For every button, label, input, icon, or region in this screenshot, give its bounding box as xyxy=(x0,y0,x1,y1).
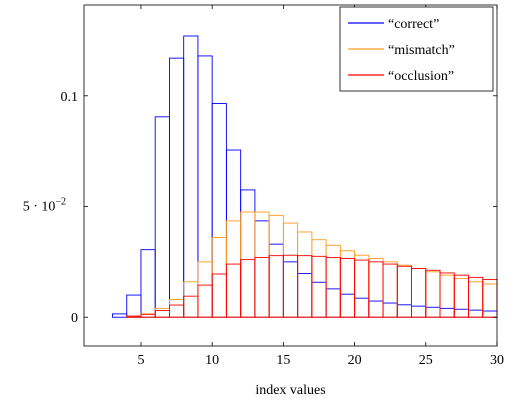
x-tick-label: 25 xyxy=(419,353,433,368)
bar xyxy=(382,263,398,318)
bar xyxy=(154,307,170,318)
bar xyxy=(411,305,427,318)
bar xyxy=(168,299,185,318)
bar xyxy=(468,281,484,318)
bar xyxy=(339,250,356,318)
bar xyxy=(240,259,256,318)
bar xyxy=(396,264,413,318)
bar xyxy=(368,300,384,318)
y-tick-label: 5 · 10−2 xyxy=(23,197,66,215)
bar xyxy=(183,281,199,318)
bar xyxy=(197,284,213,318)
bar xyxy=(468,276,484,318)
bar xyxy=(311,281,327,318)
x-tick-label: 30 xyxy=(490,353,504,368)
bar xyxy=(268,255,284,318)
plot-frame xyxy=(83,4,498,347)
legend-label: “mismatch” xyxy=(388,43,455,58)
legend-label: “occlusion” xyxy=(388,69,454,84)
bar xyxy=(112,313,128,318)
bar xyxy=(211,237,227,318)
bar xyxy=(339,258,356,318)
bar xyxy=(311,239,327,318)
bar xyxy=(211,103,227,318)
bar xyxy=(297,231,313,318)
x-tick-label: 15 xyxy=(276,353,290,368)
legend-label: “correct” xyxy=(388,17,439,32)
bar xyxy=(126,315,142,318)
bar xyxy=(154,310,170,318)
bar xyxy=(126,294,142,318)
bar xyxy=(140,249,156,318)
bar xyxy=(168,57,185,318)
bar xyxy=(396,265,413,318)
bar xyxy=(482,283,498,318)
series-layer xyxy=(112,35,498,318)
bar xyxy=(453,308,469,318)
bar xyxy=(197,261,213,318)
bar xyxy=(297,255,313,318)
bar xyxy=(482,310,498,318)
bar xyxy=(453,278,469,318)
bar xyxy=(468,309,484,318)
bar xyxy=(482,279,498,318)
bar xyxy=(439,307,455,318)
bar xyxy=(240,189,256,318)
bar xyxy=(254,211,270,318)
bar xyxy=(411,268,427,318)
axis-ticks: 5 10 15 20 25 30 0 5 · 10−2 0.1 xyxy=(23,5,504,368)
bar xyxy=(382,302,398,318)
x-tick-label: 5 xyxy=(137,353,144,368)
bar xyxy=(197,55,213,318)
bar xyxy=(183,295,199,318)
bar xyxy=(211,273,227,318)
bar xyxy=(382,261,398,318)
x-tick-label: 10 xyxy=(205,353,219,368)
bar xyxy=(439,274,455,318)
x-tick-label: 20 xyxy=(348,353,362,368)
bar xyxy=(254,220,270,318)
bar xyxy=(439,272,455,318)
bar xyxy=(140,313,156,318)
bar xyxy=(225,149,242,318)
bar xyxy=(425,271,441,318)
legend: “correct” “mismatch” “occlusion” xyxy=(339,6,494,92)
bar xyxy=(282,261,299,318)
y-tick-label: 0 xyxy=(71,311,78,326)
bar xyxy=(425,269,441,318)
bar xyxy=(339,293,356,318)
bar xyxy=(311,255,327,318)
bar xyxy=(368,258,384,318)
x-axis-label: index values xyxy=(255,383,325,398)
bar xyxy=(368,261,384,318)
bar xyxy=(268,243,284,318)
bar xyxy=(168,304,185,318)
bar xyxy=(396,304,413,318)
bar xyxy=(268,214,284,318)
bar xyxy=(354,297,370,318)
bar xyxy=(297,273,313,318)
y-tick-label: 0.1 xyxy=(61,90,79,105)
bar xyxy=(225,220,242,318)
bar xyxy=(282,254,299,318)
bar xyxy=(453,274,469,318)
bar xyxy=(325,244,341,318)
bar xyxy=(183,35,199,318)
bar xyxy=(325,256,341,318)
bar xyxy=(282,222,299,318)
bar xyxy=(240,211,256,318)
y-tick-exponent: −2 xyxy=(55,197,66,208)
bar xyxy=(254,256,270,318)
bar xyxy=(154,116,170,318)
bar xyxy=(354,254,370,318)
bar xyxy=(354,259,370,318)
bar xyxy=(425,306,441,318)
bar xyxy=(225,263,242,318)
bar xyxy=(411,268,427,318)
bar xyxy=(325,288,341,318)
